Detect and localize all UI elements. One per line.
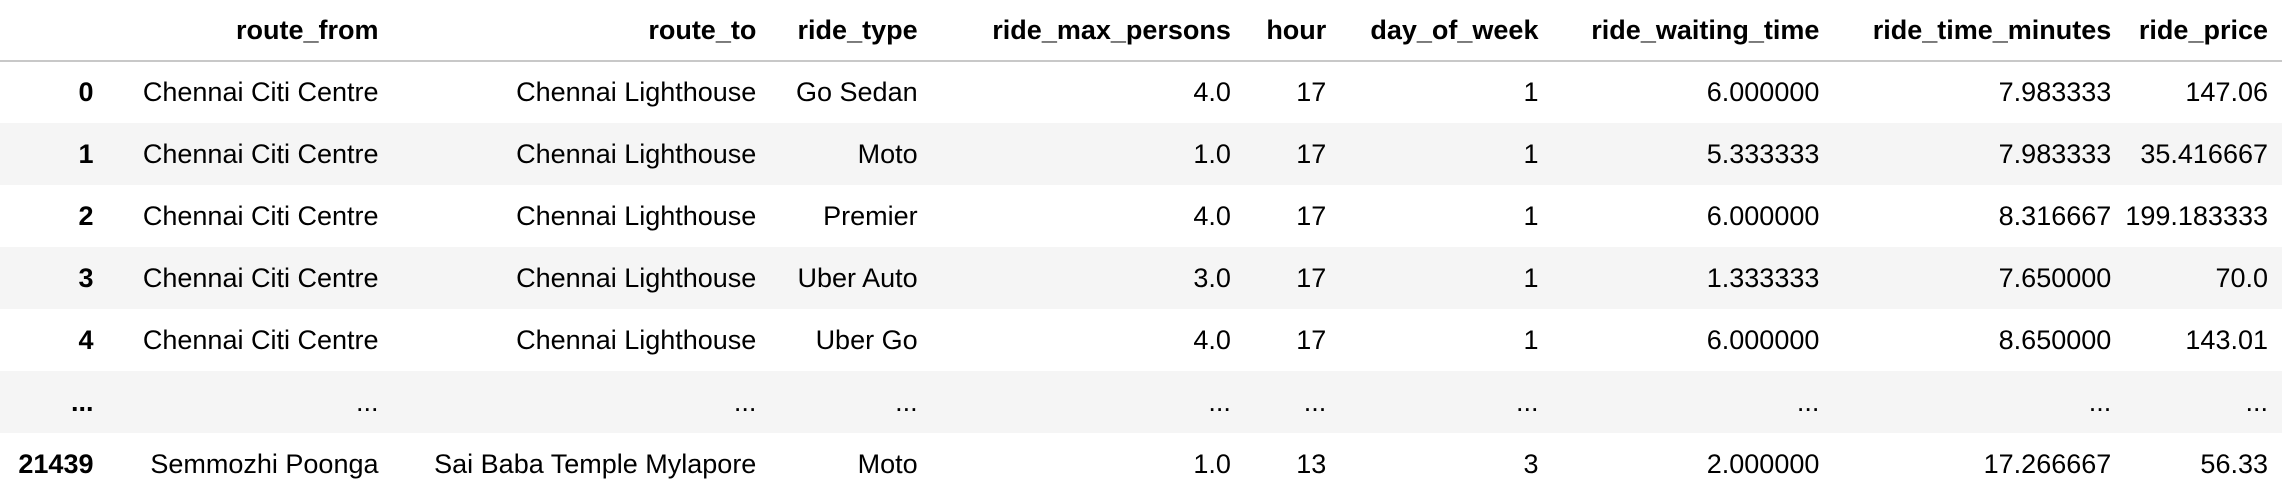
cell-hour: 17 [1296, 200, 1327, 231]
cell-day-of-week: 1 [1523, 200, 1539, 231]
column-header-ride-waiting-time: ride_waiting_time [1552, 0, 1834, 62]
cell-day-of-week: ... [1515, 386, 1539, 417]
cell-ride-time-minutes: 8.650000 [1998, 324, 2112, 355]
cell-route-from: Chennai Citi Centre [142, 324, 379, 355]
cell-ride-type: ... [895, 386, 918, 417]
cell-route-to: ... [733, 386, 757, 417]
cell-day-of-week: 1 [1523, 262, 1539, 293]
cell-route-from: Semmozhi Poonga [150, 448, 379, 479]
cell-ride-type: Moto [857, 138, 918, 169]
cell-hour: 17 [1296, 262, 1327, 293]
cell-ride-type: Go Sedan [796, 77, 918, 107]
cell-ride-max-persons: 4.0 [1193, 324, 1231, 355]
cell-day-of-week: 3 [1523, 448, 1539, 479]
cell-route-from: Chennai Citi Centre [142, 262, 379, 293]
cell-ride-price: 35.416667 [2140, 138, 2268, 169]
cell-hour: 13 [1296, 448, 1327, 479]
cell-ride-time-minutes: 7.650000 [1998, 262, 2112, 293]
cell-ride-price: 147.06 [2185, 77, 2268, 107]
cell-ride-price: 199.183333 [2125, 200, 2268, 231]
cell-ride-type: Moto [857, 448, 918, 479]
cell-ride-time-minutes: 17.266667 [1983, 448, 2112, 479]
table-row: 1 Chennai Citi Centre Chennai Lighthouse… [0, 123, 2282, 185]
column-header-day-of-week: day_of_week [1340, 0, 1553, 62]
cell-route-to: Chennai Lighthouse [516, 77, 757, 107]
cell-ride-price: 143.01 [2185, 324, 2268, 355]
table-row: 2 Chennai Citi Centre Chennai Lighthouse… [0, 185, 2282, 247]
cell-route-from: Chennai Citi Centre [142, 77, 379, 107]
cell-ride-waiting-time: 6.000000 [1706, 200, 1820, 231]
cell-ride-waiting-time: 6.000000 [1706, 324, 1820, 355]
cell-ride-waiting-time: ... [1796, 386, 1820, 417]
cell-day-of-week: 1 [1523, 138, 1539, 169]
index-header [0, 0, 108, 62]
cell-ride-max-persons: 1.0 [1193, 448, 1231, 479]
cell-ride-waiting-time: 6.000000 [1706, 77, 1820, 107]
column-header-hour: hour [1244, 0, 1341, 62]
row-index: ... [70, 386, 94, 417]
cell-ride-type: Uber Go [815, 324, 918, 355]
cell-ride-price: 70.0 [2215, 262, 2268, 293]
cell-hour: 17 [1296, 324, 1327, 355]
cell-ride-time-minutes: 7.983333 [1998, 138, 2112, 169]
column-header-ride-price: ride_price [2125, 0, 2282, 62]
cell-hour: ... [1303, 386, 1327, 417]
row-index: 2 [78, 200, 94, 231]
cell-ride-max-persons: 1.0 [1193, 138, 1231, 169]
cell-ride-max-persons: 4.0 [1193, 77, 1231, 107]
cell-day-of-week: 1 [1523, 324, 1539, 355]
cell-hour: 17 [1296, 77, 1327, 107]
cell-day-of-week: 1 [1523, 77, 1539, 107]
cell-ride-type: Uber Auto [797, 262, 918, 293]
ellipsis-row: ... ... ... ... ... ... ... ... ... ... [0, 371, 2282, 433]
cell-ride-price: ... [2245, 386, 2268, 417]
cell-ride-waiting-time: 2.000000 [1706, 448, 1820, 479]
cell-ride-waiting-time: 5.333333 [1706, 138, 1820, 169]
cell-route-to: Chennai Lighthouse [516, 324, 757, 355]
column-header-ride-time-minutes: ride_time_minutes [1833, 0, 2126, 62]
cell-ride-time-minutes: 8.316667 [1998, 200, 2112, 231]
table-row: 0 Chennai Citi Centre Chennai Lighthouse… [0, 61, 2282, 123]
column-header-ride-max-persons: ride_max_persons [931, 0, 1245, 62]
cell-ride-max-persons: 4.0 [1193, 200, 1231, 231]
row-index: 1 [78, 138, 94, 169]
cell-ride-max-persons: 3.0 [1193, 262, 1231, 293]
cell-route-to: Chennai Lighthouse [516, 138, 757, 169]
header-row: route_from route_to ride_type ride_max_p… [0, 0, 2282, 62]
cell-ride-max-persons: ... [1208, 386, 1231, 417]
column-header-route-to: route_to [392, 0, 771, 62]
cell-ride-type: Premier [823, 200, 918, 231]
column-header-route-from: route_from [107, 0, 393, 62]
cell-ride-time-minutes: ... [2088, 386, 2112, 417]
row-index: 0 [78, 77, 94, 107]
row-index: 3 [78, 262, 94, 293]
table-row: 21439 Semmozhi Poonga Sai Baba Temple My… [0, 433, 2282, 486]
table-body: 0 Chennai Citi Centre Chennai Lighthouse… [0, 61, 2282, 486]
cell-route-from: Chennai Citi Centre [142, 200, 379, 231]
cell-route-from: ... [355, 386, 379, 417]
table-header: route_from route_to ride_type ride_max_p… [0, 0, 2282, 62]
cell-route-to: Chennai Lighthouse [516, 262, 757, 293]
table-row: 3 Chennai Citi Centre Chennai Lighthouse… [0, 247, 2282, 309]
table-row: 4 Chennai Citi Centre Chennai Lighthouse… [0, 309, 2282, 371]
cell-route-from: Chennai Citi Centre [142, 138, 379, 169]
row-index: 4 [78, 324, 94, 355]
cell-ride-waiting-time: 1.333333 [1706, 262, 1820, 293]
cell-ride-price: 56.33 [2200, 448, 2268, 479]
row-index: 21439 [18, 448, 94, 479]
cell-route-to: Chennai Lighthouse [516, 200, 757, 231]
column-header-ride-type: ride_type [770, 0, 932, 62]
cell-ride-time-minutes: 7.983333 [1998, 77, 2112, 107]
cell-hour: 17 [1296, 138, 1327, 169]
cell-route-to: Sai Baba Temple Mylapore [434, 448, 757, 479]
